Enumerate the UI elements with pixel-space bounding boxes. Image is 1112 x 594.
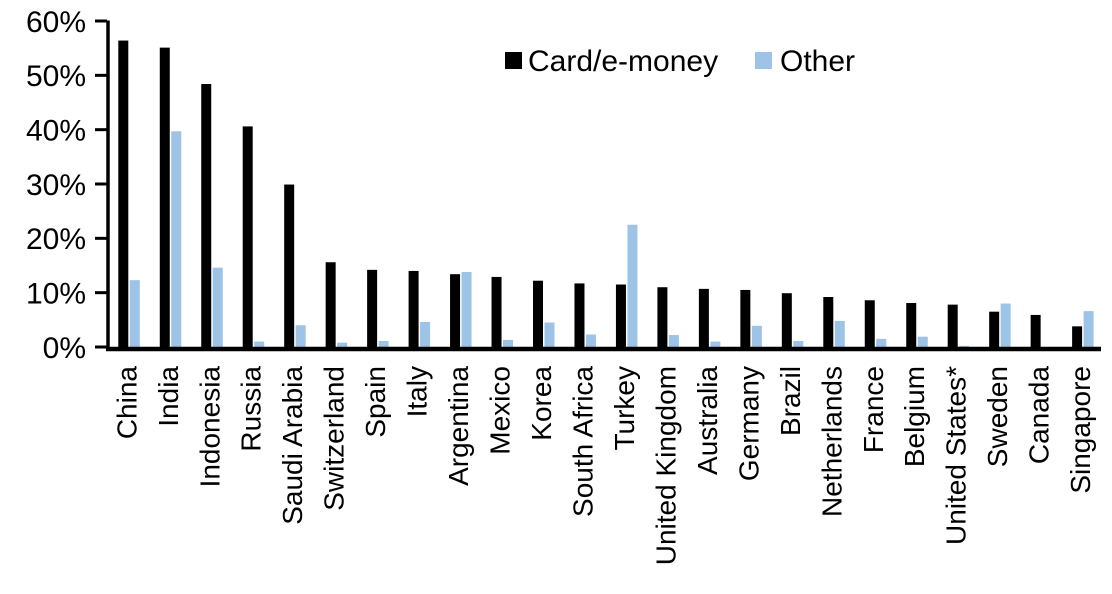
x-label-21: Sweden <box>982 366 1013 467</box>
bar-card-23 <box>1072 326 1083 347</box>
bar-other-14 <box>710 341 721 347</box>
bar-card-13 <box>657 287 668 347</box>
bar-card-5 <box>325 262 336 347</box>
bar-other-15 <box>751 325 762 347</box>
bar-card-14 <box>698 288 709 347</box>
legend-swatch-card <box>505 52 522 69</box>
x-label-3: Russia <box>236 366 267 452</box>
bar-card-0 <box>118 40 129 348</box>
y-tick-label: 60% <box>26 6 86 39</box>
bar-card-16 <box>781 293 792 347</box>
y-tick-label: 50% <box>26 60 86 93</box>
bar-card-8 <box>450 274 461 347</box>
bar-other-20 <box>959 345 970 347</box>
y-tick-label: 40% <box>26 114 86 147</box>
x-label-1: India <box>153 366 184 427</box>
bar-other-4 <box>295 325 306 347</box>
x-label-11: South Africa <box>568 366 599 517</box>
y-tick-label: 0% <box>43 332 86 365</box>
bar-card-21 <box>989 311 1000 347</box>
legend: Card/e-money Other <box>505 45 855 78</box>
bar-other-9 <box>503 339 514 347</box>
bar-other-11 <box>585 334 596 347</box>
x-label-12: Turkey <box>609 366 640 451</box>
y-axis: 0% 10% 20% 30% 40% 50% 60% <box>26 6 107 365</box>
bar-other-17 <box>834 320 845 347</box>
bar-other-19 <box>917 336 928 347</box>
bar-card-20 <box>947 304 958 347</box>
x-label-23: Singapore <box>1065 366 1096 494</box>
bar-other-1 <box>171 131 182 347</box>
bar-other-10 <box>544 322 555 347</box>
bar-card-3 <box>242 126 253 347</box>
bar-other-21 <box>1000 303 1011 347</box>
x-label-14: Australia <box>692 366 723 475</box>
bar-other-7 <box>420 322 431 347</box>
x-label-19: Belgium <box>899 366 930 467</box>
bar-card-9 <box>491 276 502 347</box>
axis-lines <box>106 20 1101 352</box>
bar-card-10 <box>533 280 543 347</box>
bar-card-19 <box>906 302 917 347</box>
x-label-8: Argentina <box>443 366 474 486</box>
bar-card-22 <box>1030 314 1041 347</box>
bar-other-0 <box>129 280 140 347</box>
x-label-18: France <box>858 366 889 453</box>
x-label-2: Indonesia <box>194 366 225 488</box>
x-label-10: Korea <box>526 366 557 441</box>
bar-other-13 <box>668 335 679 347</box>
x-label-7: Italy <box>402 366 433 417</box>
bar-card-4 <box>284 184 295 347</box>
x-label-6: Spain <box>360 366 391 438</box>
bar-card-17 <box>823 297 834 347</box>
x-label-15: Germany <box>733 366 764 481</box>
bar-card-12 <box>615 284 626 347</box>
bar-card-7 <box>408 270 419 347</box>
bar-card-6 <box>367 269 378 347</box>
legend-label-other: Other <box>780 45 855 78</box>
legend-swatch-other <box>755 52 772 69</box>
bar-other-16 <box>793 341 804 347</box>
x-label-20: United States* <box>941 366 972 545</box>
x-labels: China India Indonesia Russia Saudi Arabia Swi… <box>111 366 1096 566</box>
x-label-16: Brazil <box>775 366 806 436</box>
x-label-5: Switzerland <box>319 366 350 511</box>
bars <box>118 40 1094 348</box>
x-label-0: China <box>111 366 142 440</box>
bar-other-5 <box>337 342 348 347</box>
bar-other-3 <box>254 341 265 347</box>
x-label-17: Netherlands <box>816 366 847 517</box>
bar-other-12 <box>627 224 638 347</box>
bar-card-15 <box>740 289 751 347</box>
bar-other-8 <box>461 272 472 347</box>
legend-label-card: Card/e-money <box>528 45 718 78</box>
x-label-4: Saudi Arabia <box>277 366 308 525</box>
x-label-22: Canada <box>1024 366 1055 465</box>
bar-card-11 <box>574 283 585 347</box>
bar-other-6 <box>378 341 389 347</box>
x-label-13: United Kingdom <box>650 366 681 565</box>
x-label-9: Mexico <box>485 366 516 455</box>
bar-other-18 <box>876 338 887 347</box>
bar-other-2 <box>212 267 223 347</box>
bar-card-1 <box>159 47 170 347</box>
bar-other-23 <box>1083 311 1094 347</box>
y-tick-label: 20% <box>26 223 86 256</box>
y-tick-label: 10% <box>26 277 86 310</box>
y-tick-label: 30% <box>26 169 86 202</box>
bar-card-2 <box>201 84 212 347</box>
bar-card-18 <box>864 300 875 347</box>
